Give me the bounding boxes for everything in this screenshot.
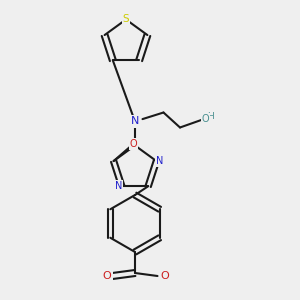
Text: N: N (131, 116, 139, 127)
Text: N: N (115, 181, 122, 191)
Text: O: O (130, 139, 137, 149)
Text: N: N (156, 156, 163, 166)
Text: O: O (103, 271, 112, 281)
Text: O: O (202, 113, 209, 124)
Text: O: O (160, 271, 169, 281)
Text: S: S (123, 14, 129, 25)
Text: H: H (207, 112, 213, 121)
